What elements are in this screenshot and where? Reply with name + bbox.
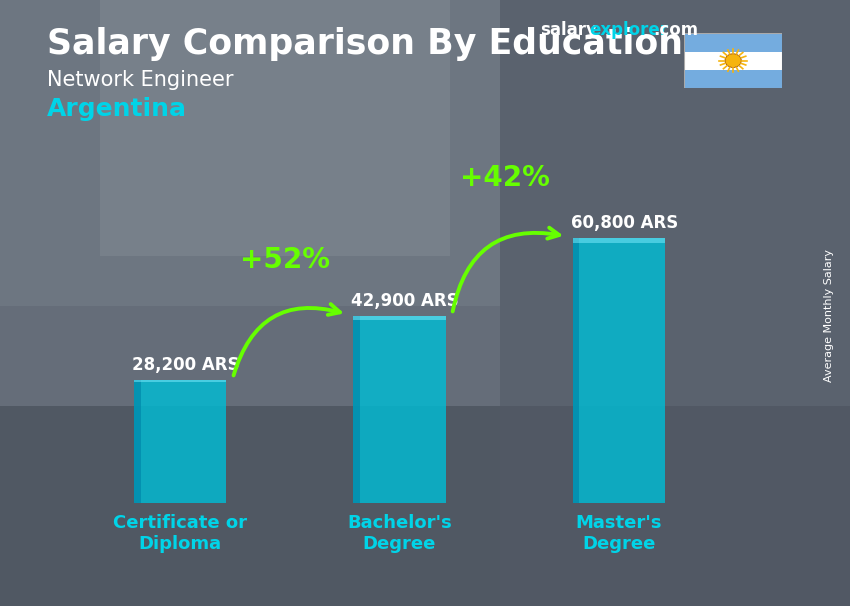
Bar xyxy=(0,0,500,306)
Text: +52%: +52% xyxy=(241,246,331,274)
Bar xyxy=(134,381,140,503)
Bar xyxy=(573,238,665,503)
Text: explorer: explorer xyxy=(589,21,668,39)
Text: Argentina: Argentina xyxy=(47,97,187,121)
Bar xyxy=(354,316,445,503)
Bar xyxy=(573,238,665,243)
Text: 60,800 ARS: 60,800 ARS xyxy=(570,214,677,232)
Bar xyxy=(134,381,226,503)
Text: 28,200 ARS: 28,200 ARS xyxy=(132,356,240,374)
Circle shape xyxy=(725,54,741,67)
Text: +42%: +42% xyxy=(460,164,550,192)
Bar xyxy=(684,70,782,88)
Bar xyxy=(134,381,226,382)
Text: .com: .com xyxy=(653,21,698,39)
Bar xyxy=(684,52,782,70)
Text: 42,900 ARS: 42,900 ARS xyxy=(351,292,459,310)
Bar xyxy=(0,406,850,606)
Bar xyxy=(573,238,579,503)
Text: Salary Comparison By Education: Salary Comparison By Education xyxy=(47,27,683,61)
Text: salary: salary xyxy=(540,21,597,39)
Bar xyxy=(500,0,850,606)
Text: Network Engineer: Network Engineer xyxy=(47,70,233,90)
Bar xyxy=(100,0,450,256)
Bar xyxy=(354,316,445,320)
Bar xyxy=(684,33,782,52)
Bar xyxy=(354,316,360,503)
Text: Average Monthly Salary: Average Monthly Salary xyxy=(824,248,834,382)
